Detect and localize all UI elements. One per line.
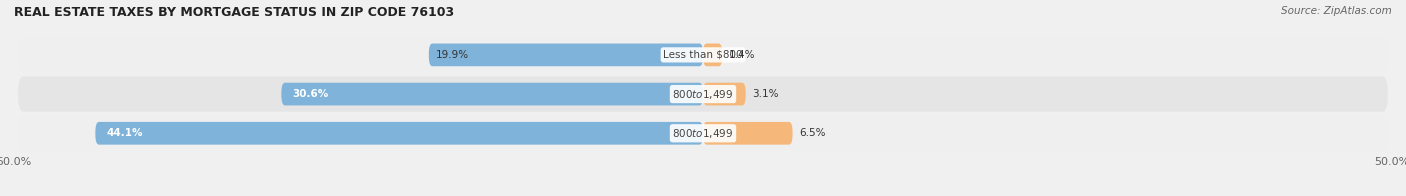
Text: 19.9%: 19.9% — [436, 50, 468, 60]
FancyBboxPatch shape — [703, 44, 723, 66]
Text: 6.5%: 6.5% — [800, 128, 825, 138]
FancyBboxPatch shape — [429, 44, 703, 66]
Text: 44.1%: 44.1% — [107, 128, 143, 138]
FancyBboxPatch shape — [96, 122, 703, 145]
Text: 1.4%: 1.4% — [730, 50, 755, 60]
Text: $800 to $1,499: $800 to $1,499 — [672, 88, 734, 101]
Text: Less than $800: Less than $800 — [664, 50, 742, 60]
Text: 3.1%: 3.1% — [752, 89, 779, 99]
Legend: Without Mortgage, With Mortgage: Without Mortgage, With Mortgage — [583, 193, 823, 196]
FancyBboxPatch shape — [18, 76, 1388, 112]
Text: 30.6%: 30.6% — [292, 89, 329, 99]
FancyBboxPatch shape — [703, 83, 745, 105]
FancyBboxPatch shape — [703, 122, 793, 145]
Text: $800 to $1,499: $800 to $1,499 — [672, 127, 734, 140]
Text: Source: ZipAtlas.com: Source: ZipAtlas.com — [1281, 6, 1392, 16]
Text: REAL ESTATE TAXES BY MORTGAGE STATUS IN ZIP CODE 76103: REAL ESTATE TAXES BY MORTGAGE STATUS IN … — [14, 6, 454, 19]
FancyBboxPatch shape — [18, 37, 1388, 73]
FancyBboxPatch shape — [18, 116, 1388, 151]
FancyBboxPatch shape — [281, 83, 703, 105]
